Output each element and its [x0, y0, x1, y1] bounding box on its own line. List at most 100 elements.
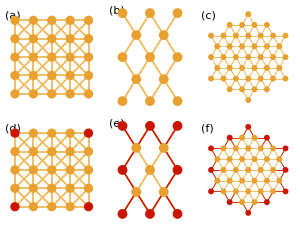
- Point: [68, 131, 73, 135]
- Point: [215, 179, 220, 183]
- Point: [221, 147, 226, 150]
- Point: [283, 77, 288, 80]
- Point: [227, 136, 232, 139]
- Point: [31, 92, 36, 96]
- Point: [13, 168, 17, 172]
- Point: [13, 205, 17, 208]
- Point: [208, 147, 213, 150]
- Point: [221, 190, 226, 193]
- Point: [252, 88, 257, 91]
- Point: [283, 190, 288, 193]
- Point: [258, 55, 263, 59]
- Point: [283, 55, 288, 59]
- Point: [240, 88, 244, 91]
- Point: [233, 34, 238, 37]
- Point: [240, 44, 244, 48]
- Point: [68, 74, 73, 77]
- Point: [161, 146, 166, 150]
- Point: [68, 19, 73, 22]
- Point: [246, 77, 251, 80]
- Point: [215, 44, 220, 48]
- Point: [227, 66, 232, 70]
- Point: [86, 55, 91, 59]
- Point: [31, 186, 36, 190]
- Point: [148, 11, 152, 15]
- Point: [233, 190, 238, 193]
- Point: [148, 168, 152, 172]
- Point: [120, 124, 125, 128]
- Point: [86, 150, 91, 153]
- Point: [134, 33, 139, 37]
- Point: [68, 37, 73, 41]
- Point: [175, 55, 180, 59]
- Point: [49, 186, 54, 190]
- Point: [221, 34, 226, 37]
- Point: [265, 88, 269, 91]
- Point: [240, 179, 244, 183]
- Point: [148, 124, 152, 128]
- Text: (b): (b): [109, 5, 124, 15]
- Point: [233, 55, 238, 59]
- Point: [227, 157, 232, 161]
- Point: [68, 150, 73, 153]
- Text: (e): (e): [109, 118, 124, 128]
- Point: [252, 136, 257, 139]
- Point: [258, 34, 263, 37]
- Point: [227, 88, 232, 91]
- Point: [120, 55, 125, 59]
- Point: [221, 77, 226, 80]
- Point: [240, 23, 244, 27]
- Point: [49, 37, 54, 41]
- Point: [120, 168, 125, 172]
- Point: [240, 157, 244, 161]
- Point: [68, 55, 73, 59]
- Point: [31, 37, 36, 41]
- Point: [265, 23, 269, 27]
- Point: [252, 200, 257, 204]
- Point: [86, 131, 91, 135]
- Point: [265, 200, 269, 204]
- Point: [271, 77, 275, 80]
- Point: [221, 168, 226, 172]
- Point: [252, 157, 257, 161]
- Point: [233, 168, 238, 172]
- Point: [49, 150, 54, 153]
- Point: [252, 179, 257, 183]
- Point: [86, 205, 91, 208]
- Point: [258, 168, 263, 172]
- Point: [277, 179, 282, 183]
- Point: [161, 33, 166, 37]
- Point: [134, 190, 139, 194]
- Point: [265, 44, 269, 48]
- Point: [252, 23, 257, 27]
- Point: [13, 150, 17, 153]
- Point: [175, 99, 180, 103]
- Text: (a): (a): [5, 10, 21, 20]
- Point: [283, 34, 288, 37]
- Point: [271, 34, 275, 37]
- Point: [49, 74, 54, 77]
- Point: [13, 19, 17, 22]
- Point: [208, 55, 213, 59]
- Point: [240, 200, 244, 204]
- Point: [227, 23, 232, 27]
- Point: [13, 131, 17, 135]
- Point: [68, 205, 73, 208]
- Point: [258, 77, 263, 80]
- Point: [233, 77, 238, 80]
- Point: [227, 200, 232, 204]
- Point: [86, 168, 91, 172]
- Point: [86, 74, 91, 77]
- Point: [13, 55, 17, 59]
- Point: [13, 37, 17, 41]
- Point: [271, 55, 275, 59]
- Point: [175, 212, 180, 216]
- Point: [49, 19, 54, 22]
- Point: [246, 168, 251, 172]
- Point: [86, 92, 91, 96]
- Point: [31, 74, 36, 77]
- Point: [68, 92, 73, 96]
- Point: [13, 186, 17, 190]
- Point: [86, 186, 91, 190]
- Point: [283, 147, 288, 150]
